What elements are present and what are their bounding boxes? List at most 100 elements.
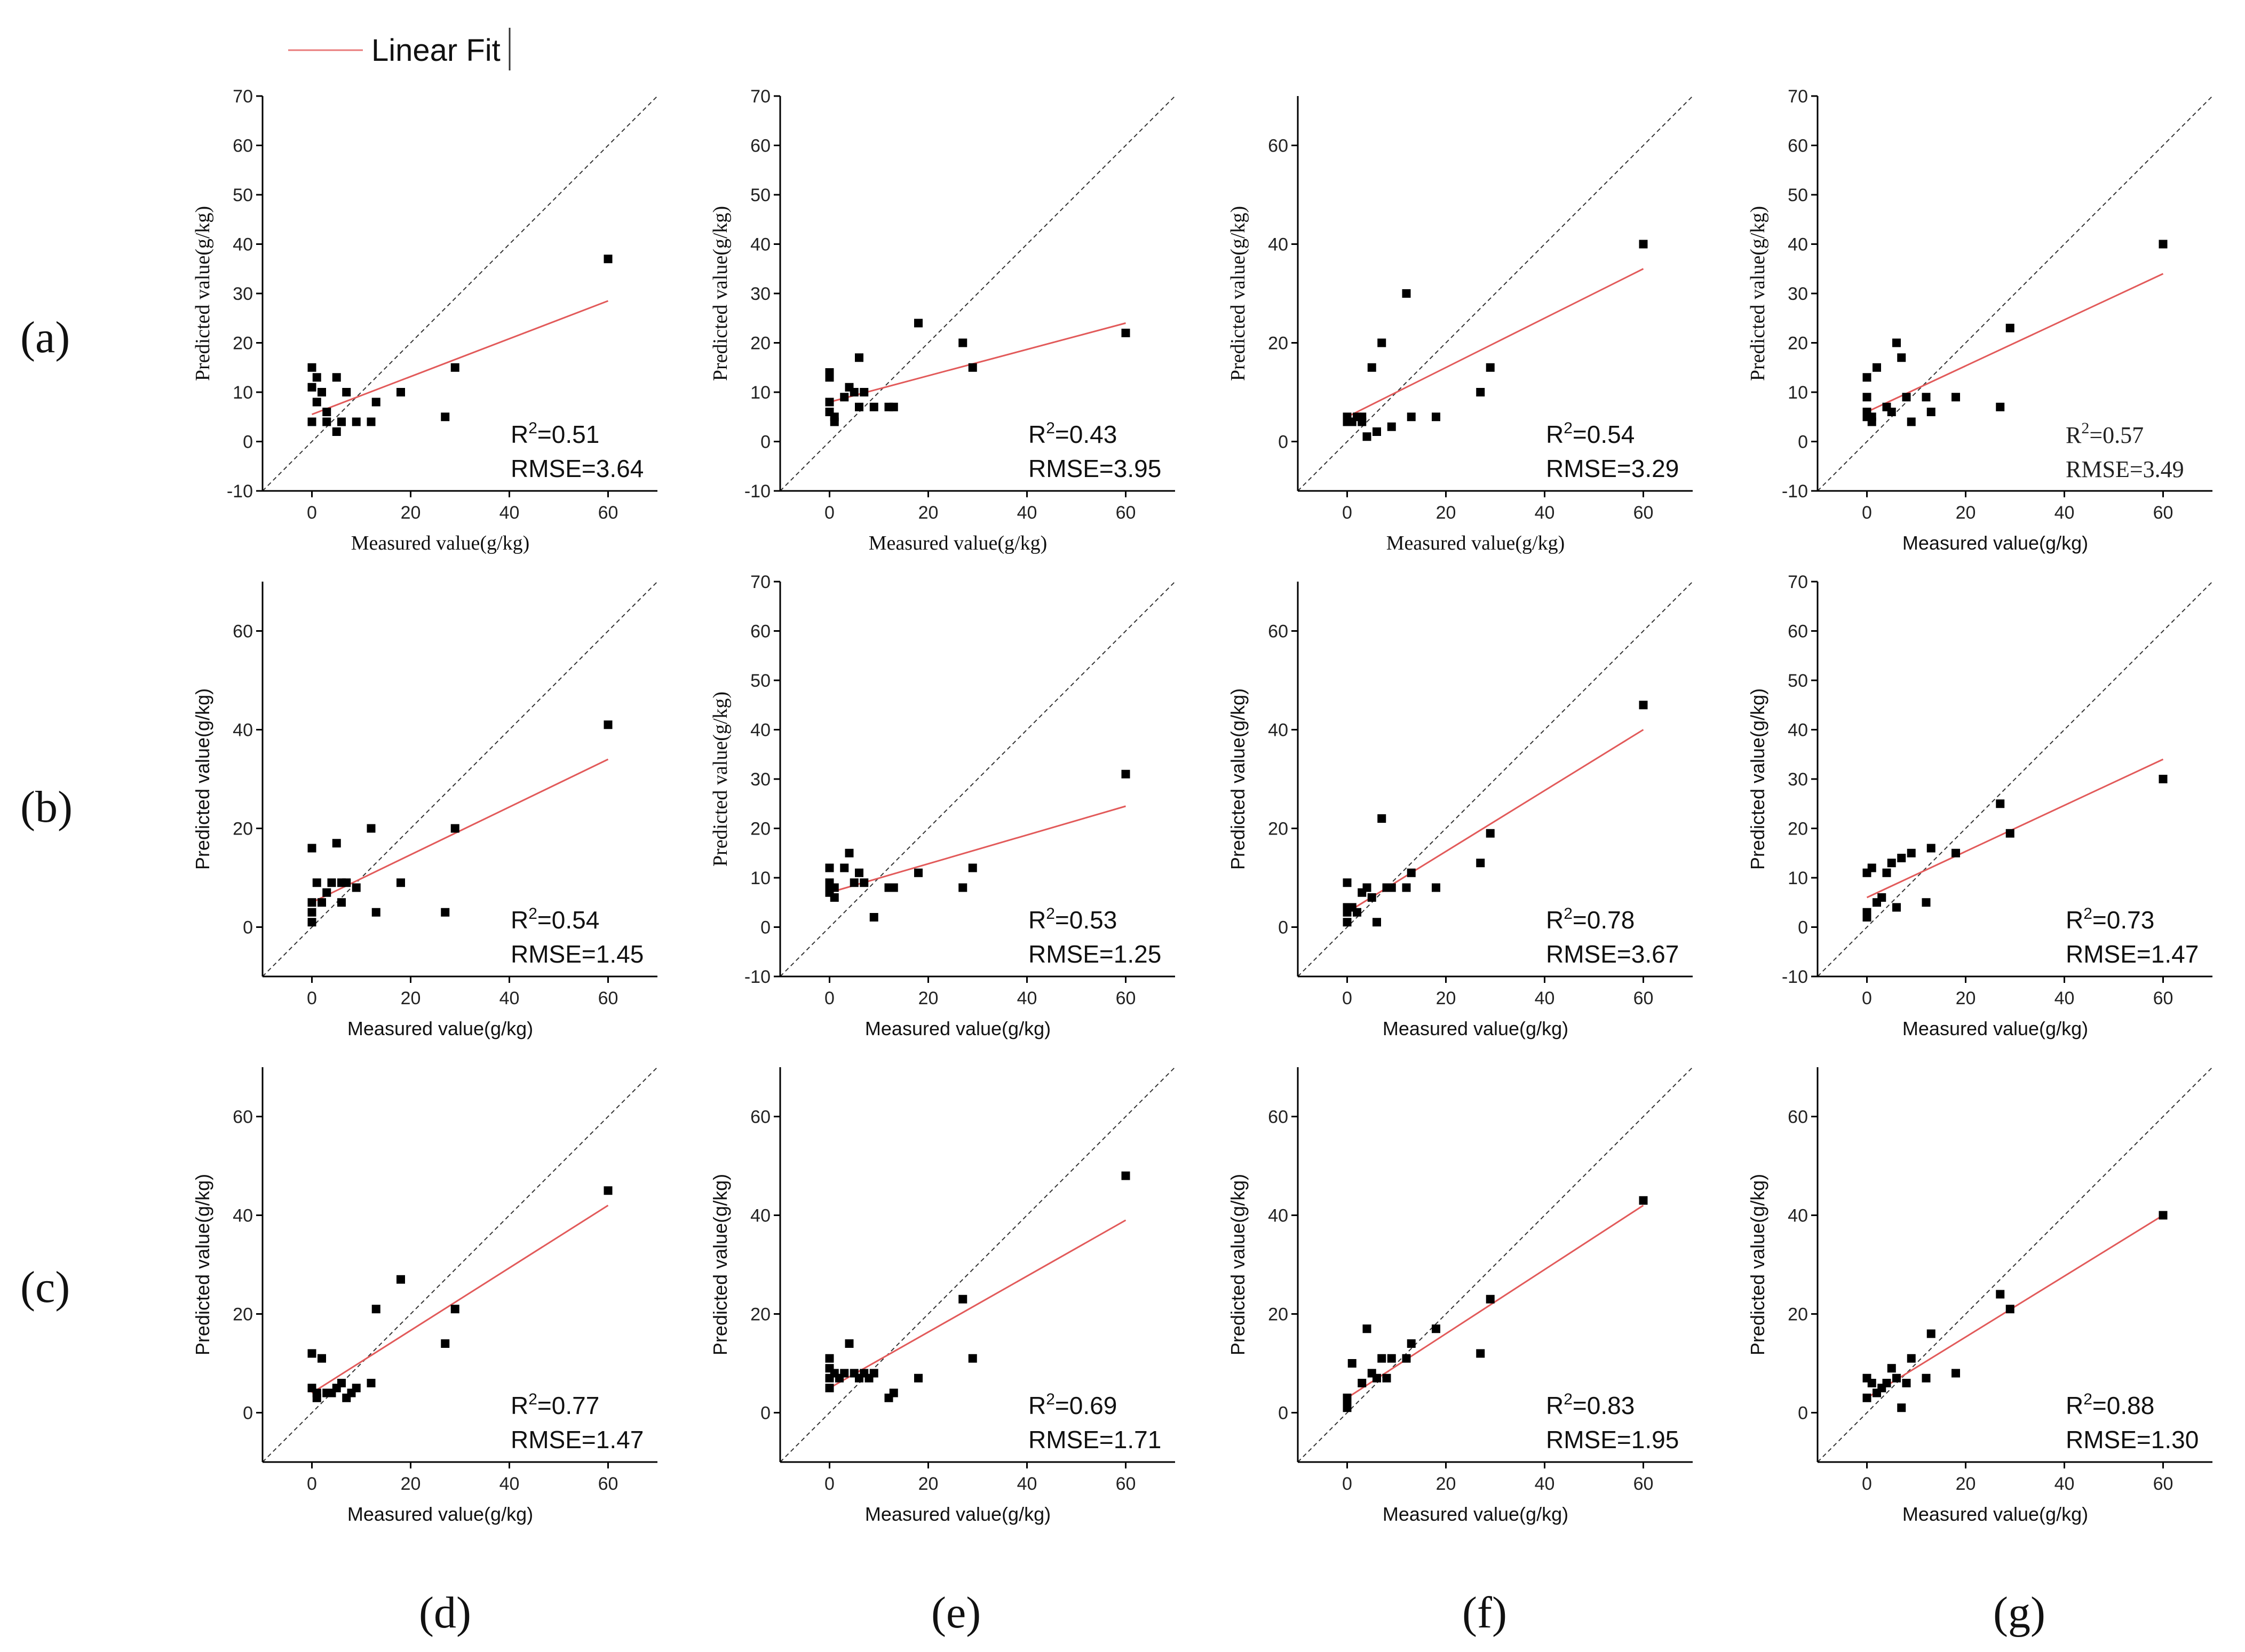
data-point: [1377, 814, 1386, 823]
data-point: [318, 1354, 326, 1363]
y-tick-label: 10: [233, 383, 253, 403]
y-tick-label: 50: [1788, 185, 1808, 205]
data-point: [322, 408, 331, 416]
x-tick-label: 20: [1436, 1474, 1456, 1494]
y-tick-label: 40: [1788, 235, 1808, 255]
data-point: [1996, 1290, 2005, 1299]
data-point: [342, 388, 351, 396]
data-point: [1873, 363, 1881, 372]
data-point: [889, 883, 898, 892]
x-tick-label: 0: [1862, 1474, 1872, 1494]
data-point: [1476, 1349, 1485, 1358]
data-point: [1862, 373, 1871, 382]
data-point: [441, 908, 450, 917]
data-point: [342, 878, 351, 887]
linear-fit-line: [1346, 1204, 1644, 1399]
y-tick-label: 20: [233, 333, 253, 354]
rmse-label: RMSE=1.47: [2066, 940, 2199, 968]
y-tick-label: 0: [760, 432, 771, 452]
x-tick-label: 60: [1633, 503, 1654, 523]
y-axis-label: Predicted value(g/kg): [192, 206, 214, 381]
x-tick-label: 0: [1862, 503, 1872, 523]
y-tick-label: 40: [233, 235, 253, 255]
scatter-panel-4: 0 20 40 60 -10 0 10 20 30 40 50 60 70 Measured value(…: [1747, 86, 2213, 554]
identity-line: [1817, 96, 2213, 491]
y-tick-label: 50: [233, 185, 253, 205]
identity-line: [1297, 581, 1693, 977]
x-tick-label: 20: [1956, 503, 1976, 523]
x-axis-label: Measured value(g/kg): [1383, 1018, 1568, 1039]
y-tick-label: 20: [233, 1305, 253, 1325]
y-tick-label: 40: [750, 720, 771, 741]
x-axis-label: Measured value(g/kg): [1902, 1503, 2088, 1525]
y-tick-label: 0: [760, 1403, 771, 1424]
scatter-panel-9: 0 20 40 60 0 20 40 60 Measured value(g/kg) Predic…: [192, 1067, 658, 1525]
data-point: [604, 720, 613, 729]
data-point: [2005, 1305, 2014, 1314]
y-tick-label: 30: [1788, 284, 1808, 304]
data-point: [1922, 393, 1931, 402]
y-tick-label: -10: [227, 481, 253, 502]
data-point: [1897, 1403, 1906, 1412]
data-point: [1343, 878, 1352, 887]
data-point: [825, 1354, 834, 1363]
data-point: [604, 255, 613, 264]
data-point: [352, 1384, 361, 1393]
data-point: [352, 883, 361, 892]
data-point: [318, 388, 326, 396]
y-tick-label: 60: [1788, 622, 1808, 642]
data-point: [2005, 323, 2014, 332]
x-tick-label: 40: [2054, 988, 2075, 1008]
data-point: [845, 1339, 854, 1348]
data-point: [1476, 859, 1485, 868]
y-tick-label: 70: [1788, 86, 1808, 107]
x-tick-label: 40: [1017, 988, 1037, 1008]
identity-line: [1297, 1067, 1693, 1463]
data-point: [1373, 427, 1381, 436]
x-tick-label: 60: [598, 988, 618, 1008]
y-tick-label: 40: [1268, 720, 1288, 741]
data-point: [1387, 1354, 1396, 1363]
data-point: [1362, 1324, 1371, 1333]
x-tick-label: 20: [401, 1474, 421, 1494]
rmse-label: RMSE=3.64: [511, 455, 644, 482]
data-point: [1486, 363, 1495, 372]
data-point: [1867, 1379, 1876, 1387]
identity-line: [780, 1067, 1176, 1463]
x-tick-label: 40: [1017, 1474, 1037, 1494]
data-point: [1892, 903, 1901, 912]
data-point: [830, 883, 839, 892]
y-tick-label: 50: [750, 671, 771, 691]
data-point: [1343, 918, 1352, 927]
y-tick-label: 40: [750, 1206, 771, 1226]
y-tick-label: 40: [1268, 1206, 1288, 1226]
x-tick-label: 60: [1116, 1474, 1136, 1494]
rmse-label: RMSE=1.45: [511, 940, 644, 968]
y-tick-label: 0: [1278, 1403, 1288, 1424]
data-point: [1862, 913, 1871, 922]
y-tick-label: 20: [750, 1305, 771, 1325]
y-tick-label: -10: [744, 481, 771, 502]
y-tick-label: 40: [1788, 1206, 1808, 1226]
linear-fit-line: [311, 758, 609, 903]
data-point: [1432, 883, 1440, 892]
y-tick-label: 30: [750, 284, 771, 304]
x-tick-label: 20: [401, 988, 421, 1008]
y-tick-label: 20: [750, 333, 771, 354]
data-point: [855, 868, 863, 877]
x-tick-label: 20: [1436, 503, 1456, 523]
x-tick-label: 0: [1342, 503, 1352, 523]
data-point: [367, 1379, 376, 1387]
scatter-panel-3: 0 20 40 60 0 20 40 60 Measured value(g/kg) Predic…: [1227, 96, 1693, 554]
rmse-label: RMSE=3.29: [1546, 455, 1679, 482]
y-tick-label: 10: [1788, 868, 1808, 888]
data-point: [307, 908, 316, 917]
x-tick-label: 40: [1535, 1474, 1555, 1494]
data-point: [830, 417, 839, 426]
row-label-a: (a): [20, 313, 70, 362]
linear-fit-line: [311, 1204, 609, 1394]
scatter-panel-2: 0 20 40 60 -10 0 10 20 30 40 50 60 70 Measured value(…: [709, 86, 1176, 554]
data-point: [318, 898, 326, 907]
data-point: [332, 427, 341, 436]
